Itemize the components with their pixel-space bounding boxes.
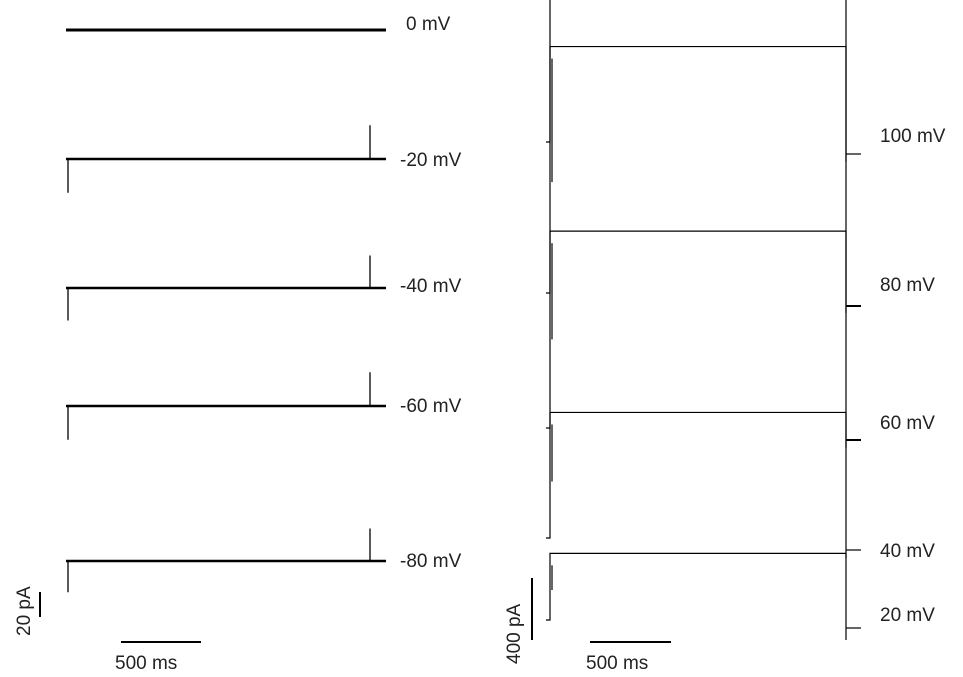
trace-label-80mv: 80 mV: [880, 275, 935, 296]
trace-label-0mv: 0 mV: [406, 14, 451, 35]
right-panel: 100 mV 80 mV 60 mV 40 mV 20 mV 400 pA 50…: [504, 0, 946, 674]
trace-label-minus40mv: -40 mV: [400, 276, 462, 297]
trace-label-40mv: 40 mV: [880, 541, 935, 562]
right-trace-2: [546, 230, 847, 448]
trace-label-100mv: 100 mV: [880, 126, 946, 147]
left-current-scale-label: 20 pA: [14, 586, 35, 636]
trace-label-minus60mv: -60 mV: [400, 396, 462, 417]
right-trace-1: [546, 45, 847, 313]
right-traces: [546, 0, 861, 640]
left-trace-labels: 0 mV -20 mV -40 mV -60 mV -80 mV: [400, 14, 462, 572]
right-trace-4: [546, 552, 847, 640]
right-trace-labels: 100 mV 80 mV 60 mV 40 mV 20 mV: [880, 126, 946, 626]
right-trace-3: [546, 411, 847, 558]
left-time-scale-label: 500 ms: [115, 653, 177, 674]
right-current-scale-label: 400 pA: [504, 603, 525, 664]
trace-label-minus20mv: -20 mV: [400, 150, 462, 171]
trace-label-minus80mv: -80 mV: [400, 551, 462, 572]
right-trace-0: [546, 0, 847, 162]
left-panel: 0 mV -20 mV -40 mV -60 mV -80 mV 20 pA 5…: [14, 14, 462, 674]
left-scale-bars: 20 pA 500 ms: [14, 586, 201, 674]
left-traces: [66, 28, 386, 593]
right-scale-bars: 400 pA 500 ms: [504, 578, 671, 674]
trace-label-60mv: 60 mV: [880, 413, 935, 434]
trace-label-20mv: 20 mV: [880, 605, 935, 626]
right-time-scale-label: 500 ms: [586, 653, 648, 674]
